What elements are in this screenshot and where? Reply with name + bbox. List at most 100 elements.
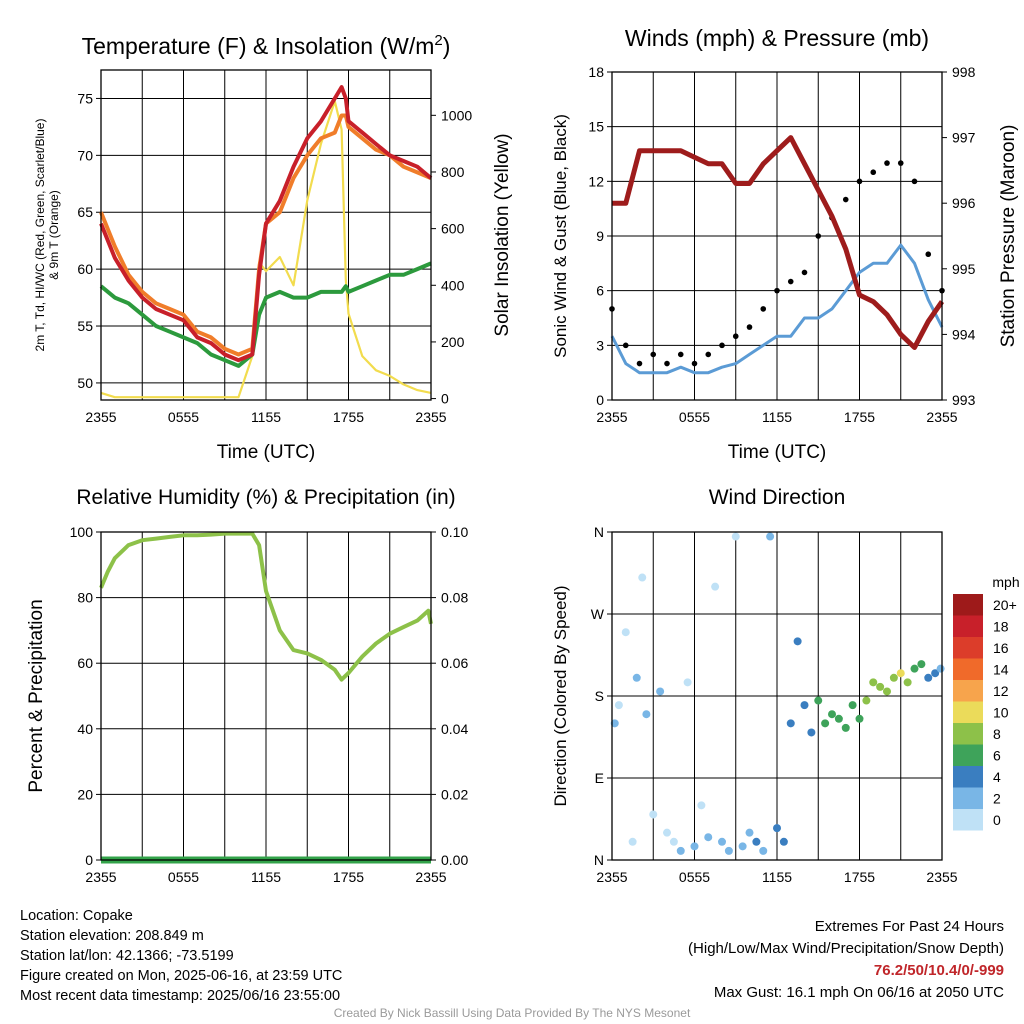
y-tick-label: S	[595, 688, 604, 704]
winds-chart-title: Winds (mph) & Pressure (mb)	[625, 25, 929, 51]
gust-point	[664, 360, 670, 367]
direction-point	[642, 710, 651, 719]
y2-tick-label: 0.04	[441, 721, 468, 737]
temperature-chart-title: Temperature (F) & Insolation (W/m2)	[82, 32, 451, 59]
colorbar-swatch	[953, 594, 983, 616]
direction-point	[649, 810, 658, 819]
colorbar-swatch	[953, 766, 983, 788]
extremes-title: Extremes For Past 24 Hours	[814, 918, 1004, 935]
direction-point	[936, 664, 945, 673]
humidity-y-axis-label: Percent & Precipitation	[26, 599, 47, 792]
credit-text: Created By Nick Bassill Using Data Provi…	[333, 1006, 691, 1020]
direction-point	[876, 682, 885, 691]
direction-point	[759, 846, 768, 855]
colorbar-swatch	[953, 658, 983, 680]
temperature-y2-axis-label: Solar Insolation (Yellow)	[492, 133, 513, 336]
y-tick-label: 12	[588, 173, 604, 189]
direction-point	[690, 842, 699, 851]
x-tick-label: 1155	[762, 869, 792, 885]
winds-chart: 2355 0555 1155 1755 235503691215189939949959…	[551, 25, 1019, 463]
direction-point	[834, 714, 843, 723]
y2-tick-label: 0.00	[441, 852, 468, 868]
colorbar-label: 4	[993, 769, 1001, 785]
x-tick-label: 1155	[251, 409, 281, 425]
y2-tick-label: 996	[952, 195, 976, 211]
direction-point	[656, 687, 665, 696]
extremes-values: 76.2/50/10.4/0/-999	[873, 962, 1004, 979]
direction-point	[632, 673, 641, 682]
colorbar-label: 16	[993, 640, 1009, 656]
extremes-legend: (High/Low/Max Wind/Precipitation/Snow De…	[688, 940, 1004, 957]
y-tick-label: 9	[596, 228, 604, 244]
x-tick-label: 2355	[85, 869, 116, 885]
temperature-series-line	[100, 100, 432, 399]
y2-tick-label: 0.02	[441, 786, 468, 802]
gust-point	[856, 178, 863, 185]
direction-point	[903, 678, 912, 687]
direction-point	[807, 728, 816, 737]
y2-tick-label: 997	[952, 130, 976, 146]
colorbar-label: 0	[993, 812, 1001, 828]
direction-point	[828, 710, 836, 719]
y2-tick-label: 400	[441, 277, 465, 293]
direction-point	[621, 628, 630, 637]
gust-point	[787, 278, 794, 285]
y-tick-label: 15	[588, 119, 604, 135]
direction-point	[610, 719, 619, 728]
direction-point	[718, 837, 726, 846]
station-info: Location: Copake Station elevation: 208.…	[20, 906, 342, 1006]
direction-point	[814, 696, 823, 705]
x-tick-label: 0555	[679, 869, 710, 885]
direction-point	[862, 696, 871, 705]
direction-point	[676, 846, 685, 855]
gust-point	[650, 351, 657, 358]
gust-point	[842, 196, 849, 203]
y-tick-label: 0	[596, 392, 604, 408]
wind-direction-chart-title: Wind Direction	[709, 486, 846, 509]
colorbar-swatch	[953, 809, 983, 831]
gust-point	[884, 160, 890, 166]
x-tick-label: 2355	[415, 409, 446, 425]
x-tick-label: 1155	[251, 869, 281, 885]
direction-point	[766, 532, 775, 541]
y2-tick-label: 998	[952, 64, 976, 80]
gust-point	[925, 251, 932, 258]
direction-point	[924, 673, 933, 682]
temperature-x-axis-label: Time (UTC)	[217, 442, 316, 463]
direction-point	[800, 701, 809, 710]
direction-point	[745, 828, 754, 837]
y-tick-label: 55	[77, 318, 93, 334]
colorbar-swatch	[953, 744, 983, 766]
colorbar-swatch	[953, 787, 983, 809]
gust-point	[622, 342, 629, 349]
extremes-info: Extremes For Past 24 Hours (High/Low/Max…	[688, 916, 1004, 1004]
temperature-series-line	[99, 113, 432, 357]
y2-tick-label: 0.10	[441, 524, 468, 540]
y-tick-label: 65	[77, 204, 93, 220]
y2-tick-label: 0	[441, 391, 449, 407]
direction-point	[869, 678, 878, 687]
y-tick-label: 75	[77, 90, 93, 106]
x-tick-label: 2355	[926, 869, 957, 885]
colorbar-swatch	[953, 680, 983, 702]
direction-point	[614, 701, 623, 710]
colorbar-label: 12	[993, 683, 1009, 699]
winds-y-axis-label: Sonic Wind & Gust (Blue, Black)	[551, 114, 570, 358]
direction-point	[752, 837, 761, 846]
x-tick-label: 2355	[596, 869, 627, 885]
y-tick-label: 20	[77, 786, 93, 802]
y-tick-label: 50	[77, 375, 93, 391]
gust-point	[760, 306, 767, 312]
y2-tick-label: 800	[441, 164, 465, 180]
y-tick-label: 40	[77, 721, 93, 737]
colorbar-label: 20+	[993, 597, 1017, 613]
y-tick-label: 100	[70, 524, 94, 540]
gust-point	[911, 178, 918, 185]
created-text: Figure created on Mon, 2025-06-16, at 23…	[20, 968, 343, 984]
x-tick-label: 1755	[333, 869, 364, 885]
y-tick-label: N	[594, 852, 604, 868]
y-tick-label: 18	[588, 64, 604, 80]
direction-point	[628, 837, 637, 846]
colorbar-swatch	[953, 701, 983, 723]
